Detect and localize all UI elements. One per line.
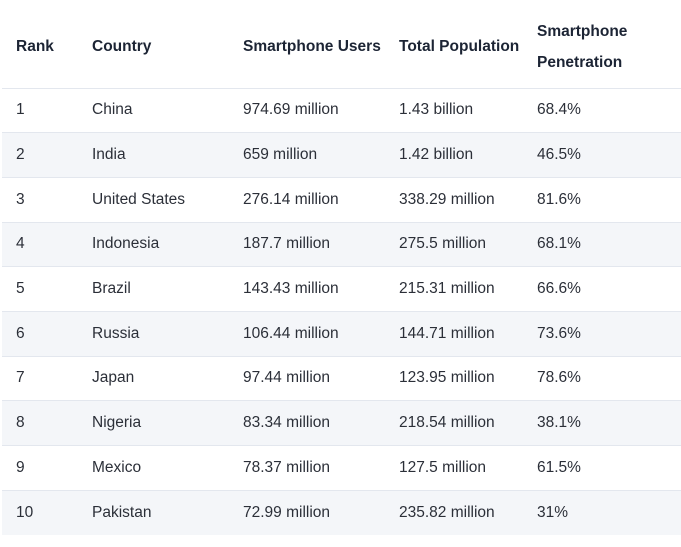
cell-rank: 7 — [2, 355, 92, 401]
cell-smartphone-penetration: 38.1% — [537, 400, 681, 446]
cell-rank: 2 — [2, 132, 92, 178]
cell-country: Pakistan — [92, 489, 243, 535]
header-rank: Rank — [16, 38, 54, 56]
table-row: 10 Pakistan 72.99 million 235.82 million 31% — [2, 489, 681, 535]
header-row: Rank Country Smartphone Users Total Popu… — [2, 6, 681, 88]
header-total-population: Total Population — [399, 38, 520, 56]
cell-total-population: 1.43 billion — [399, 87, 537, 133]
table-row: 7 Japan 97.44 million 123.95 million 78.6% — [2, 355, 681, 401]
table-header: Rank Country Smartphone Users Total Popu… — [2, 6, 681, 88]
table-row: 2 India 659 million 1.42 billion 46.5% — [2, 132, 681, 178]
cell-rank: 6 — [2, 310, 92, 357]
cell-smartphone-penetration: 31% — [537, 489, 681, 535]
table-row: 8 Nigeria 83.34 million 218.54 million 38.1% — [2, 400, 681, 446]
cell-rank: 8 — [2, 400, 92, 446]
table-row: 9 Mexico 78.37 million 127.5 million 61.5% — [2, 445, 681, 491]
cell-smartphone-users: 83.34 million — [243, 400, 399, 446]
cell-total-population: 338.29 million — [399, 176, 537, 223]
cell-rank: 4 — [2, 221, 92, 267]
header-smartphone-penetration: Smartphone Penetration — [537, 22, 628, 71]
cell-smartphone-users: 72.99 million — [243, 489, 399, 535]
table-row: 1 China 974.69 million 1.43 billion 68.4% — [2, 87, 681, 133]
table-row: 4 Indonesia 187.7 million 275.5 million 68.1… — [2, 221, 681, 267]
cell-smartphone-users: 276.14 million — [243, 176, 399, 223]
cell-smartphone-penetration: 68.4% — [537, 87, 681, 133]
cell-rank: 10 — [2, 489, 92, 535]
cell-smartphone-penetration: 73.6% — [537, 310, 681, 357]
cell-total-population: 218.54 million — [399, 400, 537, 446]
cell-smartphone-users: 97.44 million — [243, 355, 399, 401]
cell-country: Mexico — [92, 445, 243, 491]
header-country: Country — [92, 38, 152, 56]
cell-smartphone-penetration: 46.5% — [537, 132, 681, 178]
cell-country: United States — [92, 176, 243, 223]
cell-country: Japan — [92, 355, 243, 401]
smartphone-users-table: Rank Country Smartphone Users Total Popu… — [2, 6, 681, 535]
cell-rank: 5 — [2, 266, 92, 312]
cell-rank: 1 — [2, 87, 92, 133]
cell-country: India — [92, 132, 243, 178]
cell-rank: 9 — [2, 445, 92, 491]
cell-smartphone-users: 974.69 million — [243, 87, 399, 133]
cell-smartphone-users: 187.7 million — [243, 221, 399, 267]
cell-country: Russia — [92, 310, 243, 357]
cell-country: Indonesia — [92, 221, 243, 267]
cell-smartphone-users: 78.37 million — [243, 445, 399, 491]
cell-country: China — [92, 87, 243, 133]
cell-total-population: 275.5 million — [399, 221, 537, 267]
cell-total-population: 1.42 billion — [399, 132, 537, 178]
header-smartphone-users: Smartphone Users — [243, 38, 381, 56]
cell-total-population: 127.5 million — [399, 445, 537, 491]
table-row: 6 Russia 106.44 million 144.71 million 73.6% — [2, 310, 681, 357]
cell-smartphone-penetration: 81.6% — [537, 176, 681, 223]
cell-total-population: 215.31 million — [399, 266, 537, 312]
cell-smartphone-users: 106.44 million — [243, 310, 399, 357]
cell-smartphone-penetration: 68.1% — [537, 221, 681, 267]
cell-smartphone-users: 143.43 million — [243, 266, 399, 312]
cell-smartphone-penetration: 66.6% — [537, 266, 681, 312]
cell-smartphone-users: 659 million — [243, 132, 399, 178]
cell-country: Brazil — [92, 266, 243, 312]
cell-smartphone-penetration: 78.6% — [537, 355, 681, 401]
table-body: 1 China 974.69 million 1.43 billion 68.4% 2 In… — [2, 87, 681, 535]
cell-total-population: 123.95 million — [399, 355, 537, 401]
cell-rank: 3 — [2, 176, 92, 223]
cell-country: Nigeria — [92, 400, 243, 446]
table-row: 5 Brazil 143.43 million 215.31 million 66.6% — [2, 266, 681, 312]
cell-smartphone-penetration: 61.5% — [537, 445, 681, 491]
cell-total-population: 235.82 million — [399, 489, 537, 535]
table-row: 3 United States 276.14 million 338.29 milli… — [2, 176, 681, 223]
cell-total-population: 144.71 million — [399, 310, 537, 357]
